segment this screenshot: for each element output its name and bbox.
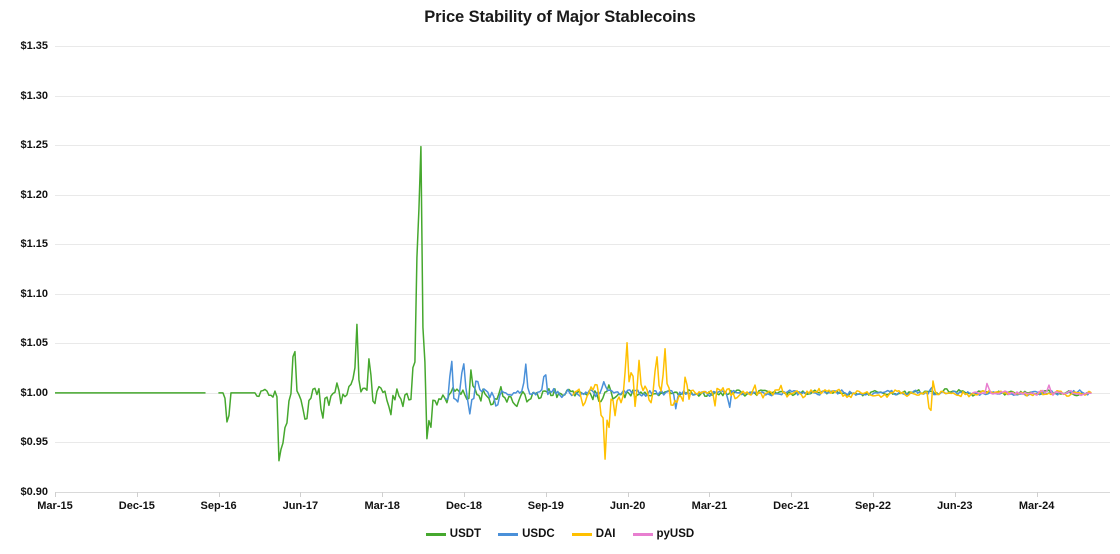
x-axis-tick (55, 492, 56, 497)
series-line-usdt (55, 147, 1091, 461)
x-axis-tick-label: Jun-23 (937, 500, 973, 512)
gridline (55, 194, 1110, 196)
x-axis-tick-label: Dec-15 (118, 500, 155, 512)
x-axis-tick (1036, 492, 1038, 497)
x-axis-tick (218, 492, 220, 497)
x-axis-tick-label: Jun-20 (609, 500, 646, 512)
legend-item[interactable]: pyUSD (632, 528, 695, 540)
legend-item[interactable]: USDC (498, 528, 555, 540)
x-axis-tick (136, 492, 138, 497)
x-axis-tick (954, 492, 956, 497)
gridline (55, 244, 1110, 246)
chart-legend: USDT USDC DAI pyUSD (0, 528, 1120, 540)
series-line-pyusd (973, 383, 1091, 395)
x-axis-tick (464, 492, 465, 497)
x-axis-tick-label: Dec-21 (773, 500, 810, 512)
x-axis-tick (382, 492, 384, 497)
x-axis-tick-label: Sep-16 (200, 500, 237, 512)
legend-swatch-icon (571, 532, 592, 536)
gridline (55, 145, 1110, 147)
gridline (55, 46, 1110, 47)
x-axis-tick-label: Dec-18 (445, 500, 483, 512)
legend-label: USDT (449, 528, 482, 540)
x-axis-tick (791, 492, 793, 497)
legend-item[interactable]: USDT (425, 528, 482, 540)
x-axis-tick-label: Jun-17 (282, 500, 319, 512)
y-axis-tick-label: $0.95 (20, 436, 48, 449)
y-axis-labels: $1.35 $1.30 $1.25 $1.20 $1.15 $1.10 $1.05 $1.00… (0, 40, 48, 498)
x-axis-tick-label: Sep-19 (527, 500, 564, 512)
y-axis-tick-label: $1.00 (20, 386, 48, 399)
y-axis-tick-label: $1.30 (20, 89, 48, 102)
x-axis-tick (545, 492, 547, 497)
plot-area (55, 46, 1110, 493)
x-axis-tick (709, 492, 711, 497)
legend-label: pyUSD (656, 528, 695, 540)
x-axis-tick-label: Mar-15 (37, 500, 73, 512)
y-axis-tick-label: $1.15 (20, 238, 48, 251)
legend-swatch-icon (498, 532, 519, 536)
y-axis-tick-label: $1.35 (20, 40, 48, 52)
x-axis-tick-label: Mar-18 (364, 500, 400, 512)
legend-swatch-icon (425, 532, 446, 536)
chart-title: Price Stability of Major Stablecoins (424, 8, 696, 26)
x-axis-tick-label: Mar-24 (1018, 500, 1055, 512)
y-axis-tick-label: $0.90 (20, 486, 48, 498)
gridline (55, 293, 1110, 295)
x-axis-tick (873, 492, 874, 497)
x-axis-tick-label: Mar-21 (691, 500, 728, 512)
gridline (55, 95, 1110, 97)
x-axis-tick-label: Sep-22 (854, 500, 892, 512)
x-axis-line (55, 492, 1110, 493)
series-lines (55, 46, 1110, 492)
gridline (55, 442, 1110, 444)
gridline (55, 343, 1110, 345)
y-axis-tick-label: $1.20 (20, 188, 48, 201)
x-axis-tick (627, 492, 629, 497)
legend-swatch-icon (632, 532, 653, 536)
y-axis-tick-label: $1.10 (20, 287, 48, 300)
legend-item[interactable]: DAI (571, 528, 616, 540)
series-line-dai (573, 343, 1091, 459)
legend-label: DAI (595, 528, 616, 540)
y-axis-tick-label: $1.05 (20, 337, 48, 350)
legend-label: USDC (522, 528, 555, 540)
series-line-usdc (446, 361, 1090, 414)
y-axis-tick-label: $1.25 (20, 139, 48, 152)
x-axis-tick (300, 492, 302, 497)
